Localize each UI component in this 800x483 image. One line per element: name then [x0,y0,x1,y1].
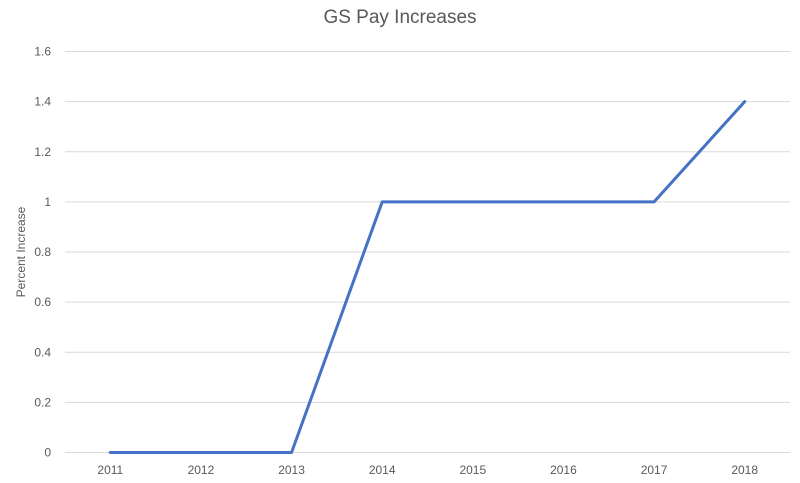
x-tick-label: 2018 [731,463,758,477]
x-tick-label: 2015 [459,463,486,477]
y-tick-label: 0.4 [34,345,51,359]
series-group [108,100,747,454]
x-tick-label: 2017 [641,463,668,477]
y-tick-label: 0.8 [34,245,51,259]
y-tick-label: 0.2 [34,395,51,409]
x-tick-label: 2014 [369,463,396,477]
y-axis-ticks: 0 0.2 0.4 0.6 0.8 1 1.2 1.4 1.6 [34,45,51,460]
x-tick-label: 2012 [188,463,215,477]
y-tick-label: 1.6 [34,45,51,59]
gridlines [65,51,790,453]
y-tick-label: 0.6 [34,295,51,309]
y-axis-label: Percent Increase [14,206,28,297]
chart-title: GS Pay Increases [323,7,477,28]
y-tick-label: 0 [44,446,51,460]
x-axis-ticks: 2011 2012 2013 2014 2015 2016 2017 2018 [97,463,758,477]
y-tick-label: 1 [44,195,51,209]
y-tick-label: 1.2 [34,145,51,159]
x-tick-label: 2016 [550,463,577,477]
series-line [108,100,747,454]
y-tick-label: 1.4 [34,95,51,109]
x-tick-label: 2013 [278,463,305,477]
x-tick-label: 2011 [97,463,123,477]
